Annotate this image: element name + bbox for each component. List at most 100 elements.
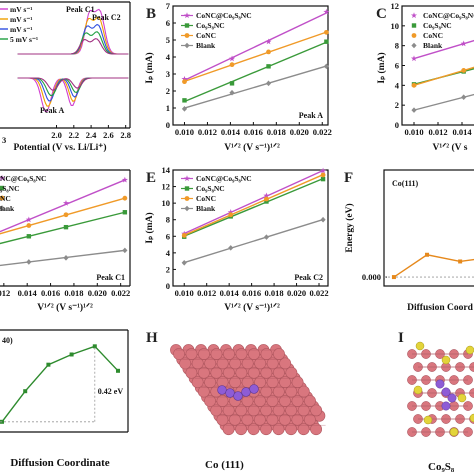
- fit-line-3: [0, 249, 125, 267]
- s-atom: [415, 341, 425, 351]
- x-tick-label: 0.012: [428, 127, 447, 137]
- panel-annotation: 40): [2, 336, 13, 345]
- panel-i-structure: [407, 341, 474, 437]
- data-point: [63, 224, 69, 230]
- co-atom: [297, 423, 310, 436]
- x-tick-label: 0.016: [242, 288, 261, 298]
- y-axis-label: Iₚ (mA): [144, 212, 155, 243]
- legend-label: CoNC: [196, 31, 216, 40]
- panel-i-label: I: [398, 330, 404, 346]
- legend-marker: [0, 205, 5, 211]
- co-atom: [285, 423, 297, 436]
- panel-f-label: F: [344, 170, 353, 186]
- x-axis-label: V¹ᐟ² (V s⁻¹)¹ᐟ²: [224, 302, 280, 313]
- legend-label: Co₉S₈NC: [196, 184, 225, 193]
- y-tick-label: 6: [166, 18, 170, 28]
- fit-line-0: [413, 39, 474, 60]
- x-tick-label: 0.018: [265, 288, 284, 298]
- legend-label: Blank: [196, 41, 216, 50]
- co-atom: [235, 423, 247, 436]
- data-point: [229, 89, 235, 96]
- co-atom: [210, 404, 223, 417]
- data-point: [229, 81, 235, 86]
- s-atom: [457, 393, 467, 403]
- panel-h-caption: Co (111): [205, 459, 244, 471]
- co-atom: [310, 423, 322, 436]
- s-atom: [465, 345, 474, 355]
- x-tick-label: 0.020: [290, 127, 309, 137]
- co-atom: [260, 423, 272, 436]
- x-tick-label: 2.2: [68, 130, 79, 140]
- x-tick-label: 0.018: [64, 288, 83, 298]
- li-atom: [241, 387, 251, 397]
- x-tick-label: 2.4: [86, 130, 97, 140]
- x-tick-label: 0.014: [18, 288, 38, 298]
- legend-label: CoNC@Co₉S₈NC: [196, 11, 252, 20]
- y-tick-label: 12: [391, 1, 400, 11]
- data-point: [23, 389, 28, 394]
- li-atom: [441, 387, 451, 397]
- legend-marker: [0, 195, 5, 201]
- data-point: [320, 216, 326, 223]
- panel-annotation: Peak C2: [294, 273, 323, 282]
- barrier-annotation: 0.42 eV: [98, 387, 124, 396]
- panel-e-label: E: [146, 170, 156, 186]
- legend-label: CoNC@Co₉S₈NC: [423, 11, 474, 20]
- panel-i-caption: Co₉S₈: [428, 461, 455, 473]
- x-tick-label: 0.022: [111, 288, 130, 298]
- li-atom: [225, 388, 235, 398]
- x-axis-label: V¹ᐟ² (V s: [433, 142, 468, 153]
- x-axis-label: Diffusion Coordinate: [10, 457, 109, 469]
- legend-marker: [184, 196, 190, 201]
- legend-label: Blank: [423, 41, 443, 50]
- y-axis-label: Iₚ (mA): [376, 52, 387, 83]
- co-atom: [185, 366, 198, 379]
- data-point: [320, 167, 327, 174]
- x-axis-label: Diffusion Coord: [407, 303, 473, 313]
- data-point: [92, 344, 97, 349]
- y-tick-label: 8: [166, 215, 170, 225]
- peak-label: Peak A: [40, 106, 64, 115]
- co-atom: [247, 423, 260, 436]
- legend-label: CoNC: [196, 194, 216, 203]
- x-tick-label: 0.016: [244, 127, 263, 137]
- data-point: [458, 259, 463, 264]
- data-point: [62, 199, 70, 206]
- data-point: [181, 75, 188, 82]
- y-tick-label: 6: [395, 61, 399, 71]
- data-point: [63, 212, 69, 218]
- legend-label: ₉S₈NC: [0, 184, 20, 193]
- panel-c-label: C: [376, 6, 387, 22]
- data-point: [320, 176, 326, 182]
- fit-line-1: [0, 211, 126, 245]
- data-point: [263, 192, 270, 199]
- y-axis-label: Iₚ (mA): [144, 52, 155, 83]
- fit-line-0: [183, 169, 324, 235]
- legend-label: mV s⁻¹: [10, 25, 33, 34]
- legend-label: Co₉S₈NC: [423, 21, 452, 30]
- y-tick-label: 12: [162, 182, 171, 192]
- data-point: [26, 259, 32, 265]
- panel-annotation: Co(111): [392, 179, 419, 188]
- panel-annotation: Peak C1: [96, 273, 125, 282]
- fit-line-3: [184, 65, 327, 109]
- x-tick-label: 0.010: [175, 288, 194, 298]
- panel-a-chart: 2.0 2.2 2.4 2.6 2.8 Potential (V vs. Li/Li⁺) m…: [0, 1, 131, 153]
- data-point: [69, 352, 74, 357]
- x-tick-label: 0.018: [267, 127, 286, 137]
- li-atom: [233, 391, 243, 401]
- data-point: [46, 362, 51, 367]
- y-tick-label: 10: [391, 21, 400, 31]
- co-atom: [216, 413, 229, 426]
- data-point: [181, 233, 187, 238]
- data-point: [26, 234, 32, 239]
- data-point: [410, 55, 418, 62]
- y-tick-label: 10: [162, 198, 171, 208]
- fit-line-1: [184, 41, 327, 103]
- x-tick-label: 0.012: [198, 127, 217, 137]
- energy-line: [393, 254, 474, 278]
- data-point: [264, 196, 269, 202]
- fit-line-1: [183, 177, 324, 237]
- y-tick-label: 2: [166, 86, 170, 96]
- li-atom: [217, 385, 227, 395]
